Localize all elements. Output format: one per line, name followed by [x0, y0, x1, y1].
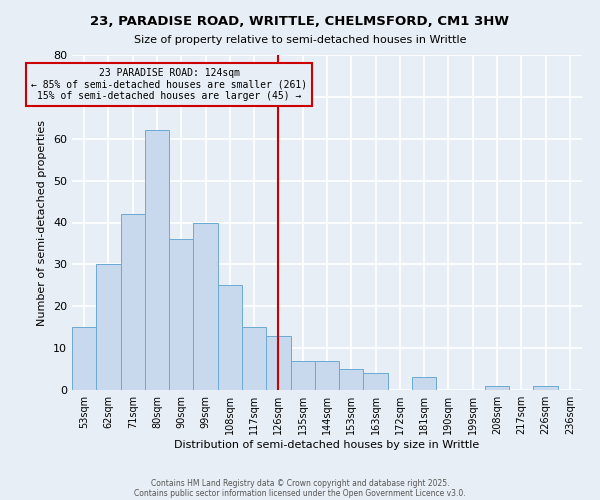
X-axis label: Distribution of semi-detached houses by size in Writtle: Distribution of semi-detached houses by …	[175, 440, 479, 450]
Bar	[169, 240, 193, 390]
Text: Contains public sector information licensed under the Open Government Licence v3: Contains public sector information licen…	[134, 488, 466, 498]
Bar	[193, 222, 218, 390]
Bar	[364, 373, 388, 390]
Bar	[218, 286, 242, 390]
Bar	[533, 386, 558, 390]
Bar	[266, 336, 290, 390]
Text: 23, PARADISE ROAD, WRITTLE, CHELMSFORD, CM1 3HW: 23, PARADISE ROAD, WRITTLE, CHELMSFORD, …	[91, 15, 509, 28]
Bar	[485, 386, 509, 390]
Bar	[339, 369, 364, 390]
Text: Contains HM Land Registry data © Crown copyright and database right 2025.: Contains HM Land Registry data © Crown c…	[151, 478, 449, 488]
Y-axis label: Number of semi-detached properties: Number of semi-detached properties	[37, 120, 47, 326]
Bar	[315, 360, 339, 390]
Bar	[96, 264, 121, 390]
Bar	[72, 327, 96, 390]
Bar	[242, 327, 266, 390]
Bar	[145, 130, 169, 390]
Bar	[412, 378, 436, 390]
Text: 23 PARADISE ROAD: 124sqm
← 85% of semi-detached houses are smaller (261)
15% of : 23 PARADISE ROAD: 124sqm ← 85% of semi-d…	[31, 68, 307, 101]
Bar	[121, 214, 145, 390]
Text: Size of property relative to semi-detached houses in Writtle: Size of property relative to semi-detach…	[134, 35, 466, 45]
Bar	[290, 360, 315, 390]
